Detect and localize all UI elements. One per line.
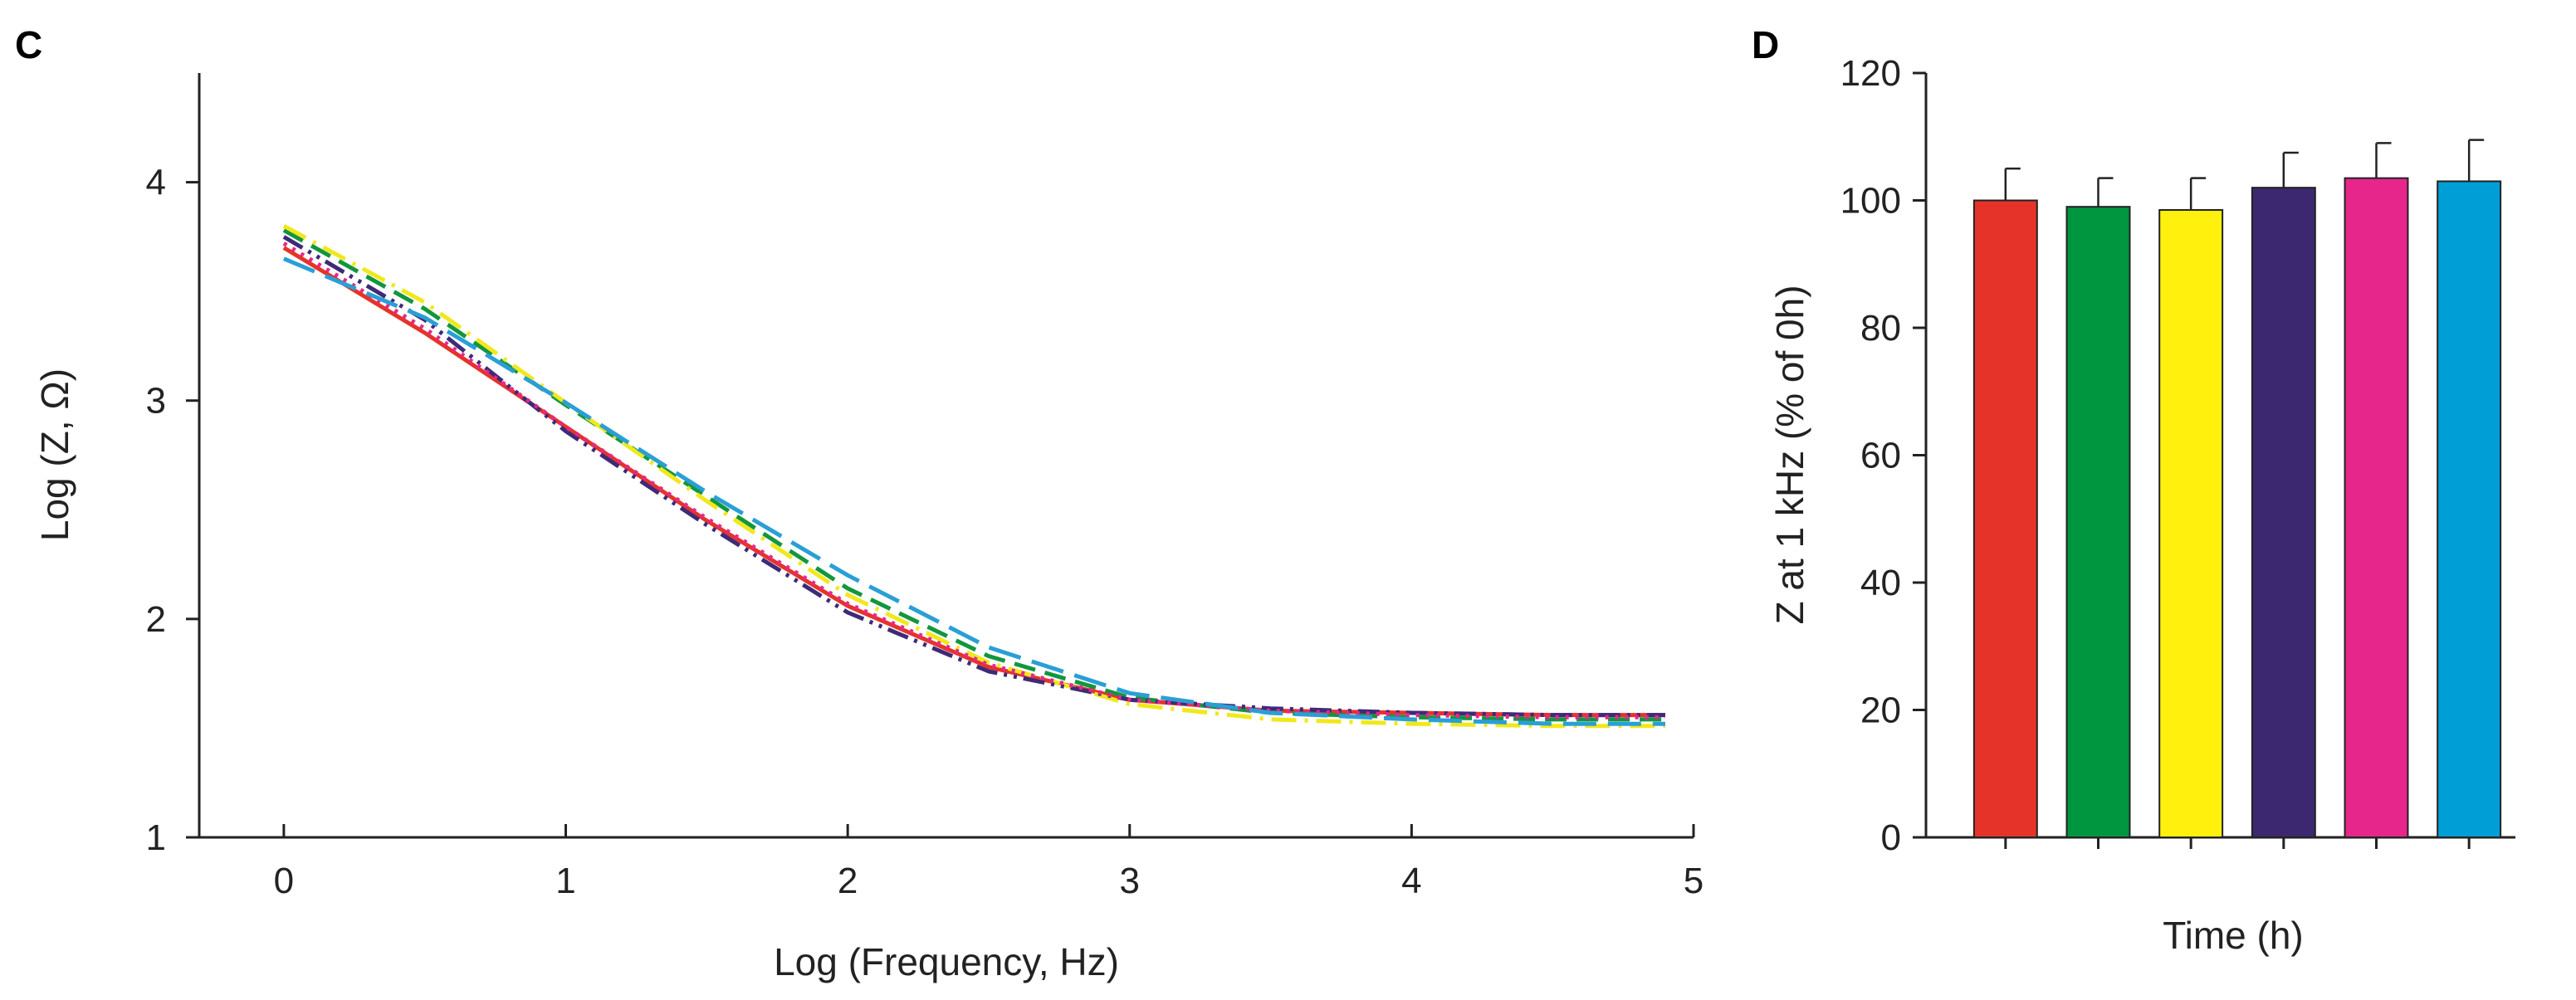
panel-c-series-line-yellow bbox=[282, 224, 1665, 729]
panel-d-y-tick-label: 20 bbox=[1860, 690, 1901, 731]
panel-c-x-tick-label: 0 bbox=[274, 861, 294, 901]
panel-c-y-tick-label: 1 bbox=[146, 817, 166, 858]
panel-c-x-tick-label: 5 bbox=[1684, 861, 1703, 901]
panel-d-y-tick-label: 100 bbox=[1840, 181, 1901, 222]
panel-d-bar-chart: 0 20 40 60 80 100 120 Time (h) Z at 1 kHz (% o… bbox=[1768, 53, 2515, 957]
panel-d-bar bbox=[2251, 187, 2316, 838]
panel-d-y-tick-label: 0 bbox=[1881, 817, 1901, 858]
panel-c-y-tick-label: 4 bbox=[146, 163, 166, 203]
panel-c-series-line-red bbox=[282, 246, 1665, 718]
panel-c-y-axis-label: Log (Z, Ω) bbox=[33, 368, 76, 541]
panel-d-y-tick-label: 120 bbox=[1840, 53, 1901, 94]
panel-d-y-tick-label: 60 bbox=[1860, 436, 1901, 476]
panel-c-y-tick-label: 3 bbox=[146, 381, 166, 422]
panel-c-series-line-purple bbox=[282, 235, 1665, 718]
panel-c-x-axis-label: Log (Frequency, Hz) bbox=[774, 940, 1119, 983]
panel-d-bar bbox=[2065, 206, 2131, 839]
panel-c-y-tick-label: 2 bbox=[146, 599, 166, 640]
panel-d-bar bbox=[1972, 199, 2038, 838]
panel-c-series-line-green bbox=[282, 228, 1665, 722]
panel-d-bar bbox=[2344, 177, 2409, 838]
panel-c-line-chart: 1 2 3 4 0 1 2 3 4 5 Log (Frequency, Hz) Log (Z, … bbox=[33, 73, 1703, 983]
panel-c-x-tick-label: 3 bbox=[1120, 861, 1140, 901]
panel-d-y-axis-label: Z at 1 kHz (% of 0h) bbox=[1768, 285, 1811, 624]
panel-c-series-line-cyan bbox=[282, 256, 1665, 726]
panel-d-letter: D bbox=[1752, 23, 1779, 66]
panel-c-letter: C bbox=[15, 23, 42, 66]
panel-c-x-tick-label: 4 bbox=[1401, 861, 1421, 901]
panel-d-x-axis-label: Time (h) bbox=[2163, 914, 2304, 957]
panel-d-bar bbox=[2158, 209, 2224, 838]
panel-d-y-tick-label: 80 bbox=[1860, 308, 1901, 349]
panel-c-series-line-magenta bbox=[282, 241, 1665, 720]
panel-d-y-tick-label: 40 bbox=[1860, 563, 1901, 603]
panel-d-bar bbox=[2437, 180, 2502, 839]
panel-c-x-tick-label: 1 bbox=[555, 861, 575, 901]
panel-c-x-tick-label: 2 bbox=[838, 861, 858, 901]
